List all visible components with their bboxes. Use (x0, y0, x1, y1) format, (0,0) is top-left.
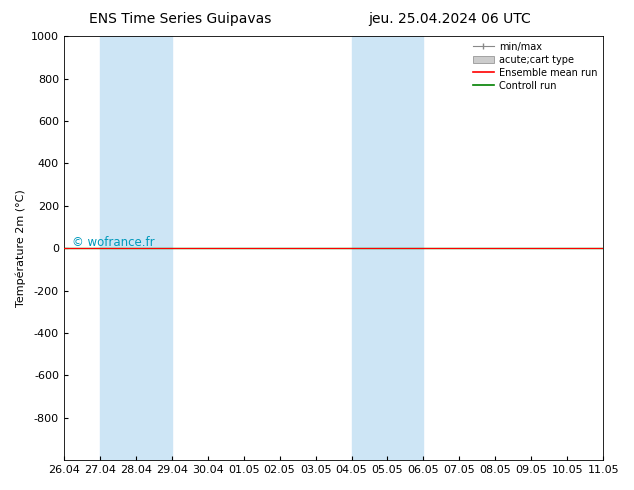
Bar (351, 36, 424, 460)
Text: © wofrance.fr: © wofrance.fr (72, 236, 155, 249)
Bar (100, 36, 172, 460)
Legend: min/max, acute;cart type, Ensemble mean run, Controll run: min/max, acute;cart type, Ensemble mean … (469, 38, 601, 95)
Text: ENS Time Series Guipavas: ENS Time Series Guipavas (89, 12, 271, 26)
Text: jeu. 25.04.2024 06 UTC: jeu. 25.04.2024 06 UTC (368, 12, 531, 26)
Y-axis label: Température 2m (°C): Température 2m (°C) (15, 189, 25, 307)
